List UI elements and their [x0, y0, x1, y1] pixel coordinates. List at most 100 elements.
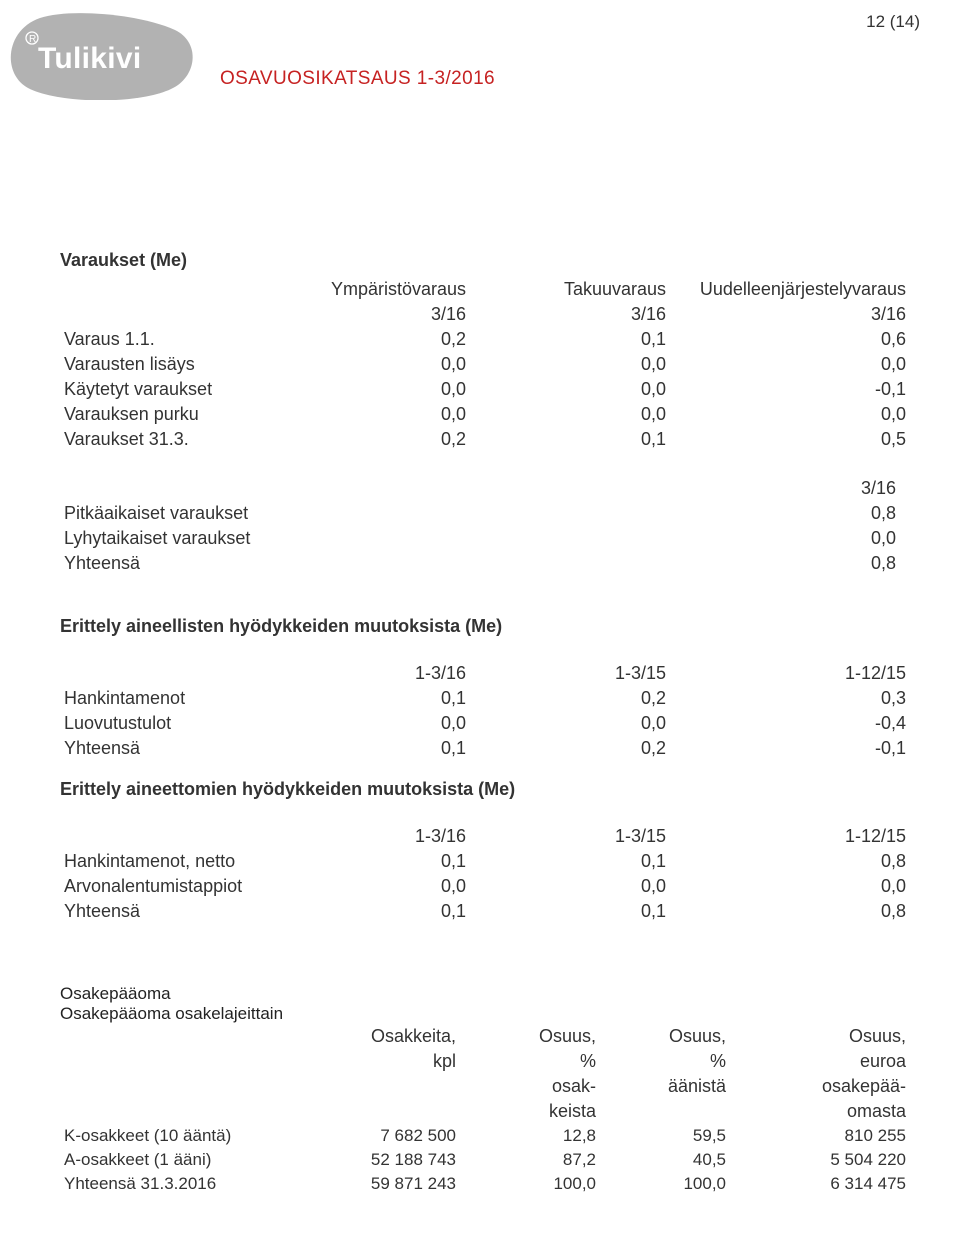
- cell: 59 871 243: [290, 1172, 460, 1196]
- cell: 0,2: [270, 427, 470, 452]
- row-label: Yhteensä 31.3.2016: [60, 1172, 290, 1196]
- col-subheader: 3/16: [643, 476, 900, 501]
- col-header: Uudelleenjärjestelyvaraus: [670, 277, 910, 302]
- cell: 0,0: [470, 377, 670, 402]
- cell: 100,0: [460, 1172, 600, 1196]
- col-header: 1-12/15: [670, 824, 910, 849]
- col-header: [290, 1099, 460, 1124]
- cell: 0,8: [643, 501, 900, 526]
- col-header: %: [460, 1049, 600, 1074]
- cell: 40,5: [600, 1148, 730, 1172]
- cell: 0,0: [470, 711, 670, 736]
- table-row: Lyhytaikaiset varaukset0,0: [60, 526, 900, 551]
- cell: 0,1: [270, 686, 470, 711]
- table-row: Varaus 1.1.0,20,10,6: [60, 327, 910, 352]
- row-label: Varauksen purku: [60, 402, 270, 427]
- col-subheader: 3/16: [470, 302, 670, 327]
- cell: 0,8: [670, 899, 910, 924]
- col-header: Osuus,: [460, 1024, 600, 1049]
- row-label: Yhteensä: [60, 551, 643, 576]
- cell: -0,1: [670, 377, 910, 402]
- cell: 87,2: [460, 1148, 600, 1172]
- table-header-row: Ympäristövaraus Takuuvaraus Uudelleenjär…: [60, 277, 910, 302]
- cell: 0,2: [270, 327, 470, 352]
- col-header: Takuuvaraus: [470, 277, 670, 302]
- cell: 0,1: [470, 849, 670, 874]
- cell: 12,8: [460, 1124, 600, 1148]
- table-row: Varausten lisäys0,00,00,0: [60, 352, 910, 377]
- section-aineellinen: Erittely aineellisten hyödykkeiden muuto…: [60, 616, 900, 761]
- cell: 5 504 220: [730, 1148, 910, 1172]
- table-varaukset2: 3/16 Pitkäaikaiset varaukset0,8 Lyhytaik…: [60, 476, 900, 576]
- col-header: %: [600, 1049, 730, 1074]
- row-label: Käytetyt varaukset: [60, 377, 270, 402]
- cell: 6 314 475: [730, 1172, 910, 1196]
- section-varaukset2: 3/16 Pitkäaikaiset varaukset0,8 Lyhytaik…: [60, 476, 900, 576]
- row-label: Pitkäaikaiset varaukset: [60, 501, 643, 526]
- table-row: Hankintamenot, netto0,10,10,8: [60, 849, 910, 874]
- table-header-row: Osakkeita, Osuus, Osuus, Osuus,: [60, 1024, 910, 1049]
- cell: 0,0: [670, 352, 910, 377]
- osakepaaoma-title: Osakepääoma: [60, 984, 900, 1004]
- table-header-row: kpl % % euroa: [60, 1049, 910, 1074]
- table-subheader-row: 3/16: [60, 476, 900, 501]
- table-row: Yhteensä0,10,2-0,1: [60, 736, 910, 761]
- logo: Tulikivi R: [0, 10, 195, 100]
- cell: 0,0: [670, 874, 910, 899]
- row-label: A-osakkeet (1 ääni): [60, 1148, 290, 1172]
- table-row: Luovutustulot0,00,0-0,4: [60, 711, 910, 736]
- table-header-row: 1-3/16 1-3/15 1-12/15: [60, 824, 910, 849]
- row-label: Yhteensä: [60, 736, 270, 761]
- page-number: 12 (14): [866, 12, 920, 32]
- osakepaaoma-subtitle: Osakepääoma osakelajeittain: [60, 1004, 900, 1024]
- col-header: Ympäristövaraus: [270, 277, 470, 302]
- table-row: Hankintamenot0,10,20,3: [60, 686, 910, 711]
- row-label: Varaus 1.1.: [60, 327, 270, 352]
- col-header: 1-3/15: [470, 661, 670, 686]
- table-row: Yhteensä0,10,10,8: [60, 899, 910, 924]
- col-header: euroa: [730, 1049, 910, 1074]
- row-label: Arvonalentumistappiot: [60, 874, 270, 899]
- logo-text: Tulikivi: [38, 42, 142, 75]
- col-header: Osuus,: [730, 1024, 910, 1049]
- table-header-row: osak- äänistä osakepää-: [60, 1074, 910, 1099]
- col-header: osakepää-: [730, 1074, 910, 1099]
- row-label: Yhteensä: [60, 899, 270, 924]
- col-header: Osuus,: [600, 1024, 730, 1049]
- col-header: äänistä: [600, 1074, 730, 1099]
- cell: 0,6: [670, 327, 910, 352]
- table-row: Käytetyt varaukset0,00,0-0,1: [60, 377, 910, 402]
- table-row: Varaukset 31.3.0,20,10,5: [60, 427, 910, 452]
- page: 12 (14) Tulikivi R OSAVUOSIKATSAUS 1-3/2…: [0, 0, 960, 1236]
- cell: 0,0: [670, 402, 910, 427]
- col-header: 1-12/15: [670, 661, 910, 686]
- cell: 59,5: [600, 1124, 730, 1148]
- section-aineeton: Erittely aineettomien hyödykkeiden muuto…: [60, 779, 900, 924]
- cell: 100,0: [600, 1172, 730, 1196]
- table-osakepaaoma: Osakkeita, Osuus, Osuus, Osuus, kpl % % …: [60, 1024, 910, 1196]
- cell: 0,1: [270, 736, 470, 761]
- cell: 0,0: [470, 352, 670, 377]
- col-header: keista: [460, 1099, 600, 1124]
- col-header: 1-3/15: [470, 824, 670, 849]
- logo-svg: Tulikivi R: [0, 10, 195, 100]
- table-subheader-row: 3/16 3/16 3/16: [60, 302, 910, 327]
- cell: 0,3: [670, 686, 910, 711]
- col-header: Osakkeita,: [290, 1024, 460, 1049]
- col-header: 1-3/16: [270, 824, 470, 849]
- row-label: Varaukset 31.3.: [60, 427, 270, 452]
- row-label: Hankintamenot, netto: [60, 849, 270, 874]
- table-row: A-osakkeet (1 ääni)52 188 74387,240,55 5…: [60, 1148, 910, 1172]
- table-header-row: keista omasta: [60, 1099, 910, 1124]
- table-row: Varauksen purku0,00,00,0: [60, 402, 910, 427]
- cell: 0,8: [670, 849, 910, 874]
- col-header: 1-3/16: [270, 661, 470, 686]
- cell: 0,2: [470, 736, 670, 761]
- table-row: Yhteensä 31.3.201659 871 243100,0100,06 …: [60, 1172, 910, 1196]
- cell: 0,8: [643, 551, 900, 576]
- cell: 0,0: [470, 874, 670, 899]
- cell: 0,0: [470, 402, 670, 427]
- table-varaukset: Ympäristövaraus Takuuvaraus Uudelleenjär…: [60, 277, 910, 452]
- section-osakepaaoma: Osakepääoma Osakepääoma osakelajeittain …: [60, 984, 900, 1196]
- cell: 0,0: [270, 377, 470, 402]
